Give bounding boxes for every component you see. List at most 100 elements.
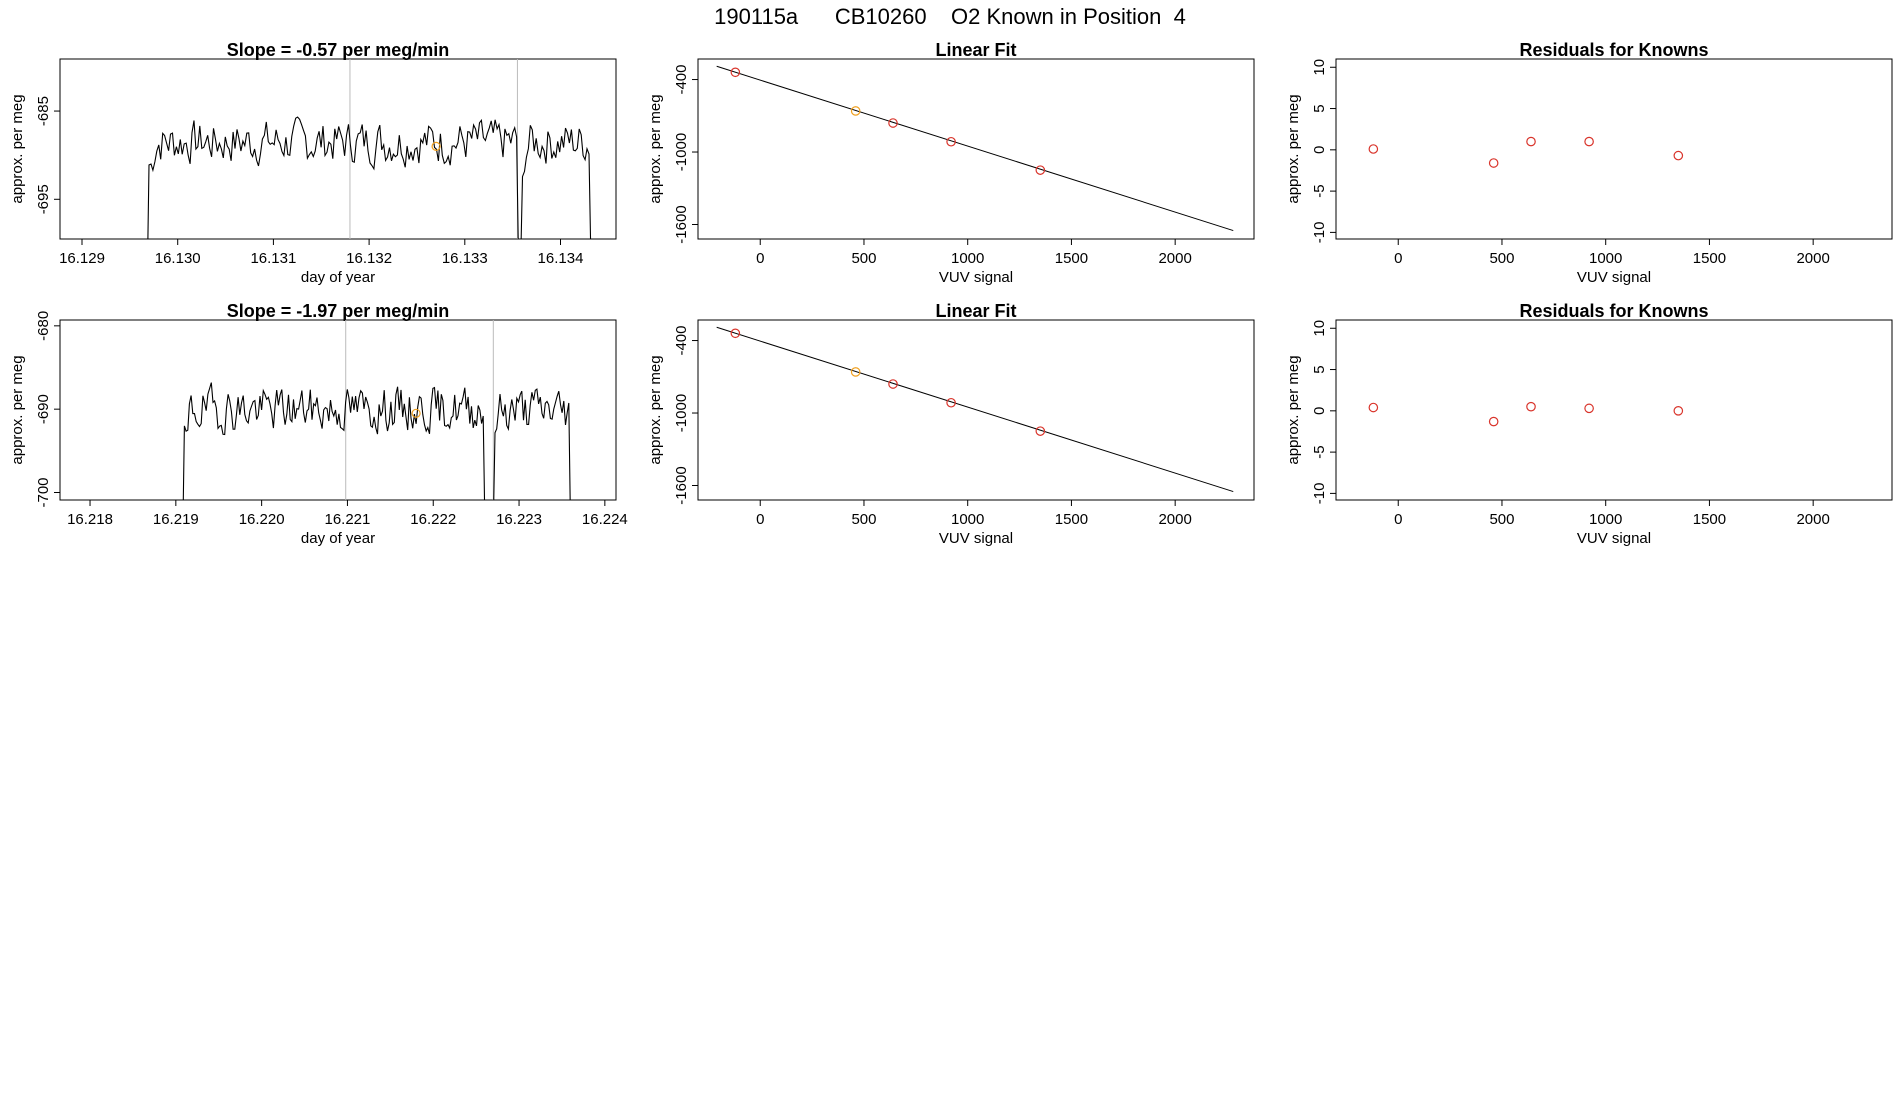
x-tick-label: 16.131 [250,250,296,267]
plot-title: Linear Fit [935,301,1016,321]
y-tick-label: 0 [1311,146,1328,154]
plot-area [60,59,592,239]
plot-area [716,326,1234,493]
y-axis-label: approx. per meg [1285,355,1302,464]
data-point [946,397,956,408]
y-tick-label: -700 [35,477,52,507]
x-tick-label: 0 [756,511,764,528]
data-point [1368,144,1379,154]
x-tick-label: 16.130 [155,250,201,267]
y-tick-label: 5 [1311,104,1328,112]
x-tick-label: 2000 [1796,511,1829,528]
data-point [1488,416,1499,427]
highlight-point [431,141,441,151]
x-tick-label: 0 [1394,511,1402,528]
data-point [1526,136,1536,147]
y-tick-label: -680 [35,311,52,341]
plot-area [1368,401,1684,427]
chart-panel-2: Linear Fit 0 500 1000 1500 2000 -400 -1000 -1600… [647,40,1255,286]
x-axis-label: day of year [301,530,375,547]
x-tick-label: 0 [1394,250,1402,267]
x-tick-label: 500 [1489,250,1514,267]
y-tick-label: 5 [1311,365,1328,373]
highlight-point [411,408,421,418]
y-tick-label: -1000 [673,133,690,171]
x-tick-label: 500 [1489,511,1514,528]
y-tick-label: -5 [1311,445,1328,458]
y-axis-label: approx. per meg [1285,94,1302,203]
x-tick-label: 1000 [1589,511,1622,528]
y-tick-label: -10 [1311,483,1328,505]
plot-frame [697,58,1255,240]
x-tick-label: 16.220 [239,511,285,528]
y-tick-label: -1000 [673,394,690,432]
x-tick-label: 500 [851,511,876,528]
data-point [1526,401,1536,412]
x-tick-label: 500 [851,250,876,267]
y-tick-label: 10 [1311,320,1328,337]
x-tick-label: 16.133 [442,250,488,267]
chart-panel-3: Residuals for Knowns 0 500 1000 1500 2000 10 5 0… [1285,40,1893,286]
x-axis-label: VUV signal [939,269,1013,286]
x-tick-label: 2000 [1158,511,1191,528]
x-tick-label: 2000 [1796,250,1829,267]
x-tick-label: 16.129 [59,250,105,267]
x-tick-label: 1500 [1693,511,1726,528]
plot-title: Slope = -1.97 per meg/min [227,301,450,321]
plot-frame [59,319,617,501]
data-point [1673,150,1684,161]
x-tick-label: 1000 [951,250,984,267]
fit-line [716,326,1234,493]
chart-panel-4: Slope = -1.97 per meg/min 16.218 16.219 16.… [9,301,628,547]
plot-title: Slope = -0.57 per meg/min [227,40,450,60]
y-axis-label: approx. per meg [9,94,26,203]
x-tick-label: 16.132 [346,250,392,267]
chart-panel-6: Residuals for Knowns 0 500 1000 1500 2000 10 5 0… [1285,301,1893,547]
data-point [850,367,861,377]
y-tick-label: -5 [1311,184,1328,197]
y-tick-label: -10 [1311,222,1328,244]
x-tick-label: 1000 [951,511,984,528]
x-axis-label: VUV signal [939,530,1013,547]
x-tick-label: 2000 [1158,250,1191,267]
plot-title: Residuals for Knowns [1519,40,1708,60]
plot-area [1368,136,1684,168]
chart-panel-5: Linear Fit 0 500 1000 1500 2000 -400 -1000 -1600… [647,301,1255,547]
x-tick-label: 16.224 [582,511,628,528]
y-tick-label: -685 [35,96,52,126]
data-point [1035,165,1046,175]
data-point [1584,403,1594,414]
x-axis-label: VUV signal [1577,530,1651,547]
data-point [888,379,898,389]
x-tick-label: 16.218 [67,511,113,528]
y-tick-label: -695 [35,184,52,214]
x-tick-label: 16.223 [496,511,542,528]
x-axis-label: day of year [301,269,375,286]
plot-title: Linear Fit [935,40,1016,60]
data-point [1035,426,1046,436]
plot-area [716,65,1234,232]
y-tick-label: -1600 [673,205,690,243]
data-point [1368,402,1379,413]
chart-panel-1: Slope = -0.57 per meg/min 16.129 16.130 16.… [9,40,617,286]
x-tick-label: 16.219 [153,511,199,528]
plot-frame [1335,58,1893,240]
y-axis-label: approx. per meg [647,355,664,464]
y-axis-label: approx. per meg [9,355,26,464]
y-tick-label: -400 [673,65,690,95]
plot-area [60,320,571,500]
x-tick-label: 16.221 [324,511,370,528]
plot-title: Residuals for Knowns [1519,301,1708,321]
data-point [730,328,741,339]
plot-frame [1335,319,1893,501]
y-tick-label: -400 [673,326,690,356]
data-series-line [60,116,592,239]
y-axis-label: approx. per meg [647,94,664,203]
y-tick-label: 0 [1311,407,1328,415]
data-series-line [60,382,571,500]
data-point [1584,136,1594,147]
x-tick-label: 0 [756,250,764,267]
data-point [888,118,898,128]
x-tick-label: 1500 [1055,511,1088,528]
